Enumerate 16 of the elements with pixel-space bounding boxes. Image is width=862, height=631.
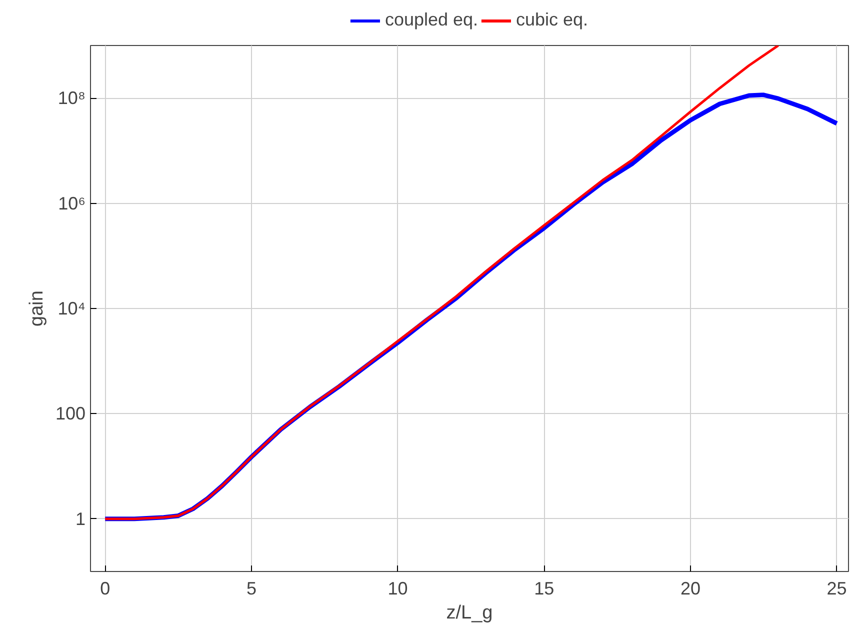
x-axis-title: z/L_g (446, 602, 493, 624)
x-tick-label: 10 (388, 578, 408, 598)
y-tick-label: 10⁸ (58, 88, 86, 108)
line-series (104, 46, 780, 520)
legend-label: cubic eq. (516, 10, 588, 30)
legend-label: coupled eq. (384, 10, 478, 30)
x-tick-label: 5 (246, 578, 256, 598)
y-tick-label: 10⁶ (58, 193, 86, 214)
x-tick-label: 20 (680, 578, 700, 598)
y-tick-label: 10⁴ (58, 298, 86, 318)
x-tick-label: 25 (826, 578, 847, 598)
x-tick-label: 0 (100, 578, 110, 598)
y-tick-label: 100 (55, 404, 86, 424)
x-tick-label: 15 (534, 578, 554, 598)
y-axis-title: gain (26, 290, 48, 326)
y-tick-label: 1 (75, 508, 86, 529)
